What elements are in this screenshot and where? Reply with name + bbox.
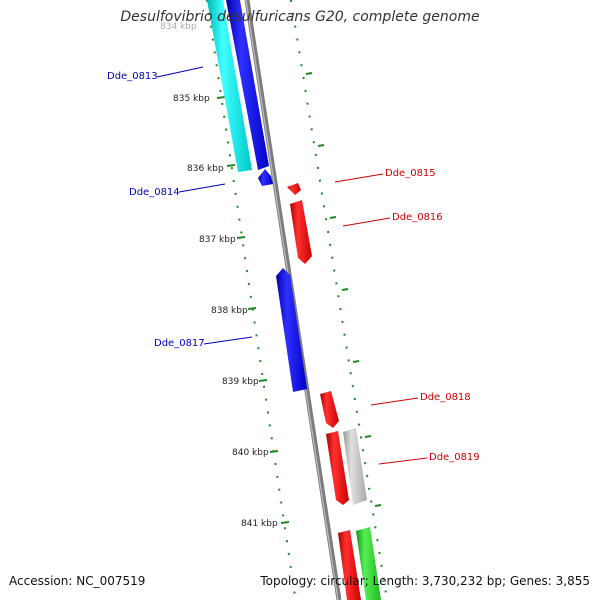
gene-label-dde-0816[interactable]: Dde_0816: [392, 212, 443, 223]
major-tick-marks: [216, 21, 290, 524]
gene-dde-0813-blue[interactable]: [226, 0, 269, 170]
gene-dde-0819-red[interactable]: [326, 431, 349, 505]
gene-dde-0818[interactable]: [320, 391, 339, 428]
gene-red-bottom[interactable]: [338, 530, 361, 600]
tick-labels: 834 kbp 835 kbp 836 kbp 837 kbp 838 kbp …: [160, 22, 278, 529]
gene-label-dde-0814[interactable]: Dde_0814: [129, 187, 180, 198]
tick-label: 841 kbp: [241, 519, 278, 529]
gene-label-dde-0818[interactable]: Dde_0818: [420, 392, 471, 403]
gene-dde-0817[interactable]: [276, 268, 307, 392]
gene-dde-0819-gray[interactable]: [343, 428, 367, 505]
gene-dde-0815[interactable]: [287, 183, 301, 195]
right-ring-marks: [305, 72, 382, 507]
tick-label: 839 kbp: [222, 377, 259, 387]
tick-label: 836 kbp: [187, 164, 224, 174]
genome-summary-text: Topology: circular; Length: 3,730,232 bp…: [260, 574, 590, 588]
gene-label-dde-0817[interactable]: Dde_0817: [154, 338, 205, 349]
gene-dde-0813-cyan[interactable]: [207, 0, 252, 172]
tick-label: 840 kbp: [232, 448, 269, 458]
gene-green-bottom[interactable]: [356, 527, 381, 600]
gene-labels: Dde_0813 Dde_0814 Dde_0815 Dde_0816 Dde_…: [107, 66, 480, 465]
gene-dde-0814[interactable]: [258, 169, 273, 186]
accession-text: Accession: NC_007519: [9, 574, 146, 588]
gene-label-dde-0813[interactable]: Dde_0813: [107, 71, 158, 82]
right-tick-ring: [290, 0, 388, 600]
tick-label: 838 kbp: [211, 306, 248, 316]
tick-label: 837 kbp: [199, 235, 236, 245]
tick-label: 834 kbp: [160, 22, 197, 32]
gene-label-dde-0819[interactable]: Dde_0819: [429, 452, 480, 463]
tick-label: 835 kbp: [173, 94, 210, 104]
gene-label-dde-0815[interactable]: Dde_0815: [385, 168, 436, 179]
map-title-overlay: Desulfovibrio desulfuricans G20, complet…: [120, 9, 480, 25]
gene-dde-0816[interactable]: [290, 200, 312, 264]
